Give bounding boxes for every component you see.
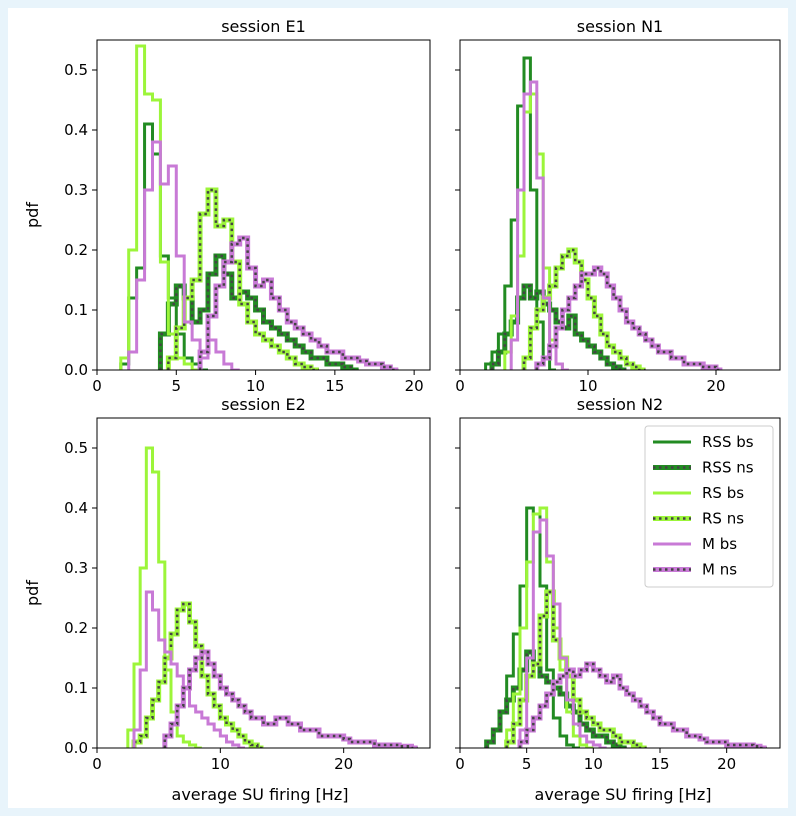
subplot-session-n2: session N2 0 5 10 15 20 RSS bs RSS ns RS bs RS ns… bbox=[455, 395, 781, 773]
series-m-ns-line bbox=[197, 235, 399, 370]
subplot-session-e1: session E1 0 5 10 15 20 0.0 0.1 0.2 0.3 0.4 0.5 bbox=[64, 17, 431, 395]
series-group bbox=[126, 446, 418, 748]
y-tick-label: 0.4 bbox=[64, 121, 88, 139]
series-m-ns-line bbox=[517, 661, 767, 748]
legend-entry-rs-ns: RS ns bbox=[653, 510, 744, 528]
series-group bbox=[119, 44, 399, 370]
legend-label: RS ns bbox=[702, 510, 744, 528]
subplot-session-n1: session N1 0 10 20 bbox=[455, 17, 781, 395]
subplot-title: session N1 bbox=[577, 17, 663, 36]
y-tick-label: 0.3 bbox=[64, 181, 88, 199]
y-axis-label-top: pdf bbox=[23, 202, 42, 228]
series-rs-bs-line bbox=[119, 44, 201, 370]
y-tick-label: 0.0 bbox=[64, 739, 88, 757]
x-tick-label: 15 bbox=[325, 377, 344, 395]
series-rs-bs-line bbox=[126, 446, 202, 748]
axes-frame bbox=[459, 417, 781, 749]
x-tick-label: 10 bbox=[584, 755, 603, 773]
series-group bbox=[484, 506, 767, 748]
x-tick-label: 5 bbox=[522, 755, 532, 773]
figure-frame: pdf pdf average SU firing [Hz] average S… bbox=[8, 8, 788, 808]
y-tick-label: 0.3 bbox=[64, 559, 88, 577]
x-tick-label: 20 bbox=[405, 377, 424, 395]
legend-entry-rss-bs: RSS bs bbox=[653, 433, 754, 451]
x-tick-label: 20 bbox=[706, 377, 725, 395]
series-m-bs-line bbox=[518, 518, 607, 748]
legend-label: RSS bs bbox=[702, 433, 754, 451]
series-group bbox=[484, 56, 723, 370]
x-tick-label: 0 bbox=[92, 755, 102, 773]
legend-entry-rs-bs: RS bs bbox=[653, 484, 744, 502]
axes-frame bbox=[96, 39, 431, 371]
x-axis-label-left: average SU firing [Hz] bbox=[172, 785, 349, 804]
legend-label: RS bs bbox=[702, 484, 744, 502]
y-tick-label: 0.4 bbox=[64, 499, 88, 517]
y-tick-label: 0.5 bbox=[64, 439, 88, 457]
series-m-ns-dots bbox=[198, 236, 399, 370]
series-m-bs-line bbox=[509, 80, 569, 370]
axes-frame bbox=[459, 39, 781, 371]
x-tick-label: 5 bbox=[172, 377, 182, 395]
legend-entry-m-ns: M ns bbox=[653, 561, 737, 579]
series-rs-bs-line bbox=[505, 506, 594, 748]
y-tick-label: 0.0 bbox=[64, 361, 88, 379]
legend-entry-m-bs: M bs bbox=[653, 535, 737, 553]
series-m-ns-dots bbox=[535, 266, 723, 370]
axes-frame bbox=[96, 417, 431, 749]
y-tick-label: 0.2 bbox=[64, 619, 88, 637]
y-tick-label: 0.2 bbox=[64, 241, 88, 259]
x-axis-label-right: average SU firing [Hz] bbox=[535, 785, 712, 804]
series-m-ns-dots bbox=[163, 650, 418, 748]
y-axis-label-bottom: pdf bbox=[23, 580, 42, 606]
x-tick-label: 0 bbox=[455, 377, 465, 395]
series-rs-ns-line bbox=[131, 601, 264, 748]
legend-label: M ns bbox=[702, 561, 737, 579]
subplot-title: session N2 bbox=[577, 395, 663, 414]
x-tick-label: 10 bbox=[211, 755, 230, 773]
subplot-session-e2: session E2 0 10 20 0.0 0.1 0.2 0.3 0.4 0.5 bbox=[64, 395, 431, 773]
series-rs-ns-dots bbox=[132, 602, 264, 748]
histogram-figure: pdf pdf average SU firing [Hz] average S… bbox=[23, 17, 781, 804]
x-tick-label: 10 bbox=[246, 377, 265, 395]
series-m-bs-line bbox=[127, 140, 240, 370]
x-tick-label: 0 bbox=[92, 377, 102, 395]
series-rs-ns-line bbox=[165, 187, 319, 370]
y-tick-label: 0.5 bbox=[64, 61, 88, 79]
legend-label: M bs bbox=[702, 535, 737, 553]
subplot-title: session E1 bbox=[221, 17, 306, 36]
x-tick-label: 20 bbox=[717, 755, 736, 773]
y-tick-label: 0.1 bbox=[64, 301, 88, 319]
legend-entry-rss-ns: RSS ns bbox=[653, 459, 754, 477]
series-m-ns-dots bbox=[518, 662, 767, 748]
x-tick-label: 10 bbox=[578, 377, 597, 395]
y-tick-label: 0.1 bbox=[64, 679, 88, 697]
series-rss-ns-dots bbox=[485, 650, 627, 748]
legend: RSS bs RSS ns RS bs RS ns M bs M ns bbox=[644, 425, 774, 588]
legend-label: RSS ns bbox=[702, 459, 754, 477]
x-tick-label: 15 bbox=[650, 755, 669, 773]
subplot-title: session E2 bbox=[221, 395, 306, 414]
x-tick-label: 20 bbox=[334, 755, 353, 773]
series-m-ns-line bbox=[534, 265, 723, 370]
series-rss-bs-line bbox=[484, 56, 556, 370]
x-tick-label: 0 bbox=[455, 755, 465, 773]
